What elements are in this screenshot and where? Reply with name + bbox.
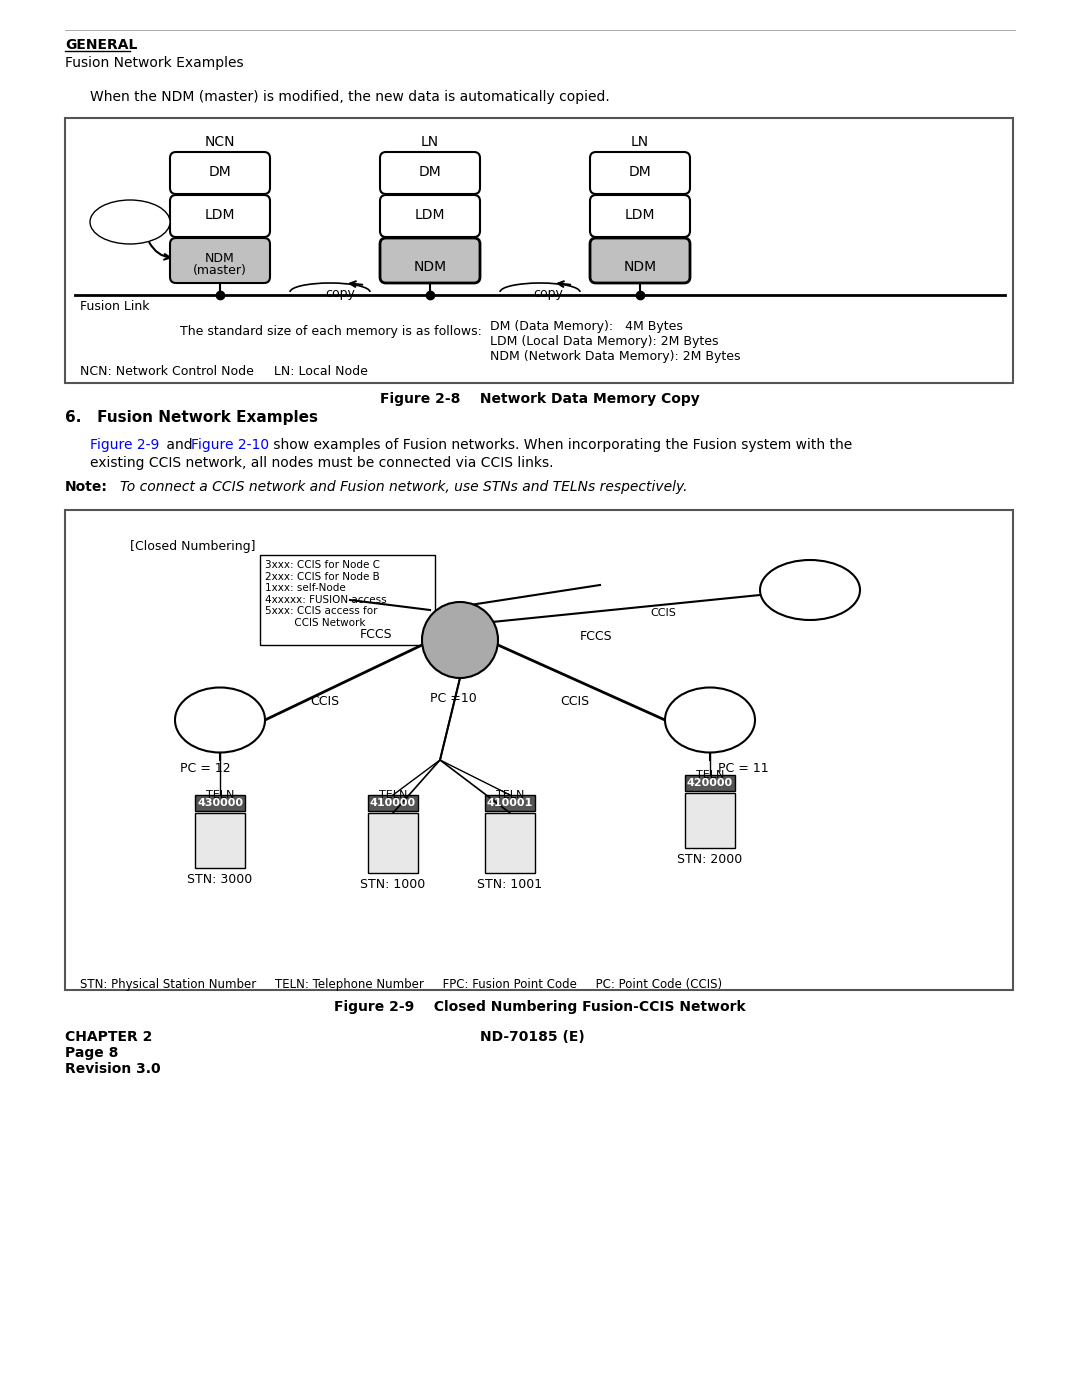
Text: LDM: LDM — [415, 208, 445, 222]
Text: STN: 1000: STN: 1000 — [361, 877, 426, 891]
FancyBboxPatch shape — [590, 237, 690, 284]
Bar — [685, 775, 735, 791]
Bar — [65, 117, 1013, 383]
Text: LDM: LDM — [624, 208, 656, 222]
Text: TELN: TELN — [379, 789, 407, 800]
Text: CHAPTER 2
Page 8
Revision 3.0: CHAPTER 2 Page 8 Revision 3.0 — [65, 1030, 161, 1077]
Bar — [368, 813, 418, 873]
Text: CCIS: CCIS — [561, 694, 589, 708]
Ellipse shape — [760, 560, 860, 620]
Text: and: and — [162, 439, 197, 453]
Text: Fusion Link: Fusion Link — [80, 300, 149, 313]
Text: Figure 2-10: Figure 2-10 — [191, 439, 269, 453]
Text: DM: DM — [629, 165, 651, 179]
Text: Figure 2-8    Network Data Memory Copy: Figure 2-8 Network Data Memory Copy — [380, 393, 700, 407]
Circle shape — [422, 602, 498, 678]
Text: When the NDM (master) is modified, the new data is automatically copied.: When the NDM (master) is modified, the n… — [90, 89, 610, 103]
Text: LN: LN — [421, 136, 440, 149]
Text: FPC = 1: FPC = 1 — [437, 652, 482, 664]
Text: PC = 12: PC = 12 — [180, 761, 231, 775]
Text: LN: LN — [702, 705, 718, 719]
Text: Node A: Node A — [440, 643, 481, 652]
Text: Node B: Node B — [687, 718, 732, 731]
Text: FPC= 3: FPC= 3 — [197, 731, 243, 743]
Bar — [65, 510, 1013, 990]
Text: FCCS: FCCS — [360, 629, 393, 641]
Text: 410001: 410001 — [487, 798, 534, 807]
Text: existing CCIS network, all nodes must be connected via CCIS links.: existing CCIS network, all nodes must be… — [90, 455, 554, 469]
Text: FPC = 2: FPC = 2 — [685, 731, 734, 743]
Text: NDM: NDM — [623, 260, 657, 274]
FancyBboxPatch shape — [380, 152, 480, 194]
Text: (master): (master) — [193, 264, 247, 277]
FancyBboxPatch shape — [170, 152, 270, 194]
Text: NCN: Network Control Node     LN: Local Node: NCN: Network Control Node LN: Local Node — [80, 365, 368, 379]
Text: STN: 3000: STN: 3000 — [187, 873, 253, 886]
Text: PC =10: PC =10 — [430, 692, 476, 705]
Text: CCIS: CCIS — [650, 608, 676, 617]
FancyBboxPatch shape — [590, 196, 690, 237]
Text: Fusion Network Examples: Fusion Network Examples — [65, 56, 244, 70]
FancyBboxPatch shape — [170, 237, 270, 284]
Bar — [260, 555, 435, 645]
Bar — [685, 793, 735, 848]
Text: DM (Data Memory):   4M Bytes
LDM (Local Data Memory): 2M Bytes
NDM (Network Data: DM (Data Memory): 4M Bytes LDM (Local Da… — [490, 320, 741, 363]
Ellipse shape — [90, 200, 170, 244]
Text: PC = 11: PC = 11 — [718, 761, 769, 775]
Text: Figure 2-9    Closed Numbering Fusion-CCIS Network: Figure 2-9 Closed Numbering Fusion-CCIS … — [334, 1000, 746, 1014]
Text: CCIS: CCIS — [796, 583, 824, 595]
Text: To connect a CCIS network and Fusion network, use STNs and TELNs respectively.: To connect a CCIS network and Fusion net… — [120, 481, 688, 495]
Bar — [485, 795, 535, 812]
Text: show examples of Fusion networks. When incorporating the Fusion system with the: show examples of Fusion networks. When i… — [269, 439, 852, 453]
Text: GENERAL: GENERAL — [65, 38, 137, 52]
Text: CCIS: CCIS — [310, 694, 339, 708]
Text: NDM: NDM — [205, 251, 234, 265]
Text: 3xxx: CCIS for Node C
2xxx: CCIS for Node B
1xxx: self-Node
4xxxxx: FUSION acces: 3xxx: CCIS for Node C 2xxx: CCIS for Nod… — [265, 560, 387, 629]
Bar — [368, 795, 418, 812]
Text: 6.   Fusion Network Examples: 6. Fusion Network Examples — [65, 409, 318, 425]
Text: copy: copy — [325, 286, 355, 300]
Text: The standard size of each memory is as follows:: The standard size of each memory is as f… — [180, 326, 482, 338]
FancyBboxPatch shape — [380, 237, 480, 284]
Text: DM: DM — [419, 165, 442, 179]
Ellipse shape — [665, 687, 755, 753]
Text: Note:: Note: — [65, 481, 108, 495]
Text: STN: 2000: STN: 2000 — [677, 854, 743, 866]
Text: LN: LN — [212, 705, 228, 719]
Ellipse shape — [175, 687, 265, 753]
Text: TELN: TELN — [206, 789, 234, 800]
FancyBboxPatch shape — [170, 196, 270, 237]
Text: Change...: Change... — [102, 217, 159, 229]
FancyBboxPatch shape — [380, 196, 480, 237]
Text: Network: Network — [784, 594, 836, 608]
Bar — [195, 795, 245, 812]
Text: [Closed Numbering]: [Closed Numbering] — [130, 541, 256, 553]
Text: LN: LN — [631, 136, 649, 149]
Text: 410000: 410000 — [370, 798, 416, 807]
Text: 430000: 430000 — [197, 798, 243, 807]
Bar — [195, 813, 245, 868]
Text: NDM: NDM — [414, 260, 446, 274]
Text: TELN: TELN — [696, 770, 725, 780]
Text: DM: DM — [208, 165, 231, 179]
FancyBboxPatch shape — [590, 152, 690, 194]
Text: copy: copy — [534, 286, 563, 300]
Bar — [485, 813, 535, 873]
Text: STN: 1001: STN: 1001 — [477, 877, 542, 891]
Text: Node C: Node C — [198, 718, 243, 731]
Text: NCN: NCN — [448, 630, 472, 640]
Text: NCN: NCN — [205, 136, 235, 149]
Text: STN: Physical Station Number     TELN: Telephone Number     FPC: Fusion Point Co: STN: Physical Station Number TELN: Telep… — [80, 978, 723, 990]
Text: Figure 2-9: Figure 2-9 — [90, 439, 160, 453]
Text: "5xxx": "5xxx" — [789, 606, 831, 619]
Text: FCCS: FCCS — [580, 630, 612, 643]
Text: 420000: 420000 — [687, 778, 733, 788]
Text: TELN: TELN — [496, 789, 524, 800]
Text: LDM: LDM — [205, 208, 235, 222]
Text: ND-70185 (E): ND-70185 (E) — [480, 1030, 584, 1044]
